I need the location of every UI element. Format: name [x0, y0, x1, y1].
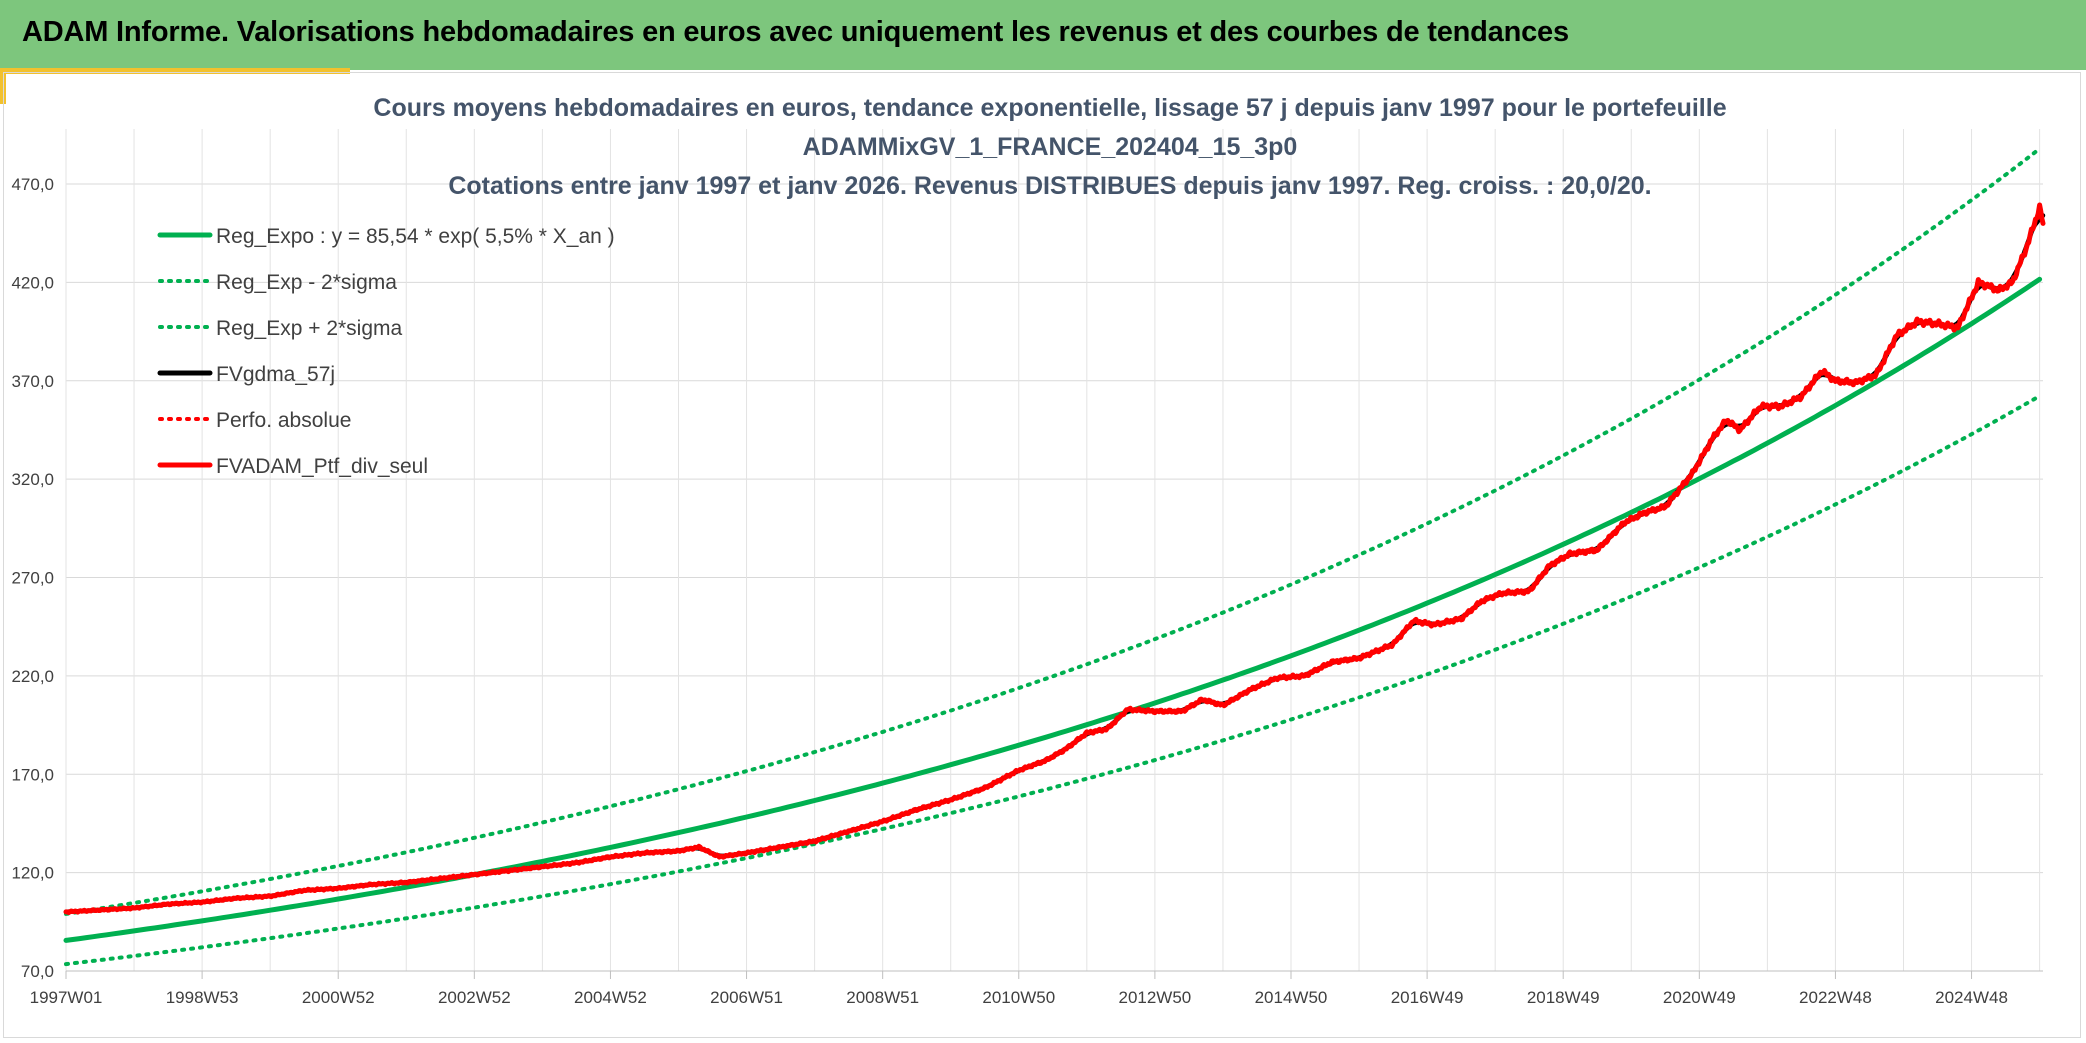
y-tick-label: 170,0: [11, 765, 54, 784]
series-line: [63, 276, 2043, 943]
y-tick-label: 320,0: [11, 470, 54, 489]
series-line: [63, 202, 2046, 915]
x-tick-label: 2014W50: [1255, 988, 1328, 1007]
legend-label: Reg_Exp - 2*sigma: [216, 271, 397, 294]
y-axis-ticks: 70,0 120,0 170,0 220,0 270,0 320,0 370,0 420,0 4…: [11, 175, 54, 981]
x-tick-label: 2000W52: [302, 988, 375, 1007]
accent-stripe: [0, 68, 350, 74]
x-axis-ticks: 1997W01 1998W53 2000W52 2002W52 2004W52 2006W…: [30, 971, 2008, 1007]
x-tick-label: 2024W48: [1935, 988, 2008, 1007]
legend-label: Reg_Exp + 2*sigma: [216, 317, 403, 340]
chart-title-line-1: Cours moyens hebdomadaires en euros, ten…: [373, 94, 1726, 122]
y-tick-label: 120,0: [11, 864, 54, 883]
x-tick-label: 2006W51: [710, 988, 783, 1007]
legend-label: FVADAM_Ptf_div_seul: [216, 455, 428, 478]
y-tick-label: 220,0: [11, 667, 54, 686]
x-tick-label: 2018W49: [1527, 988, 1600, 1007]
x-tick-label: 2010W50: [982, 988, 1055, 1007]
legend: Reg_Expo : y = 85,54 * exp( 5,5% * X_an …: [157, 225, 615, 478]
legend-label: Perfo. absolue: [216, 409, 351, 432]
x-tick-label: 2020W49: [1663, 988, 1736, 1007]
legend-label: Reg_Expo : y = 85,54 * exp( 5,5% * X_an …: [216, 225, 615, 248]
chart-title-line-2: ADAMMixGV_1_FRANCE_202404_15_3p0: [803, 133, 1298, 161]
x-tick-label: 2002W52: [438, 988, 511, 1007]
x-tick-label: 1998W53: [166, 988, 239, 1007]
y-tick-label: 420,0: [11, 273, 54, 292]
x-tick-label: 2008W51: [846, 988, 919, 1007]
x-tick-label: 2016W49: [1391, 988, 1464, 1007]
series-lines: [63, 146, 2046, 967]
chart-frame: [3, 72, 2081, 1038]
chart-title-line-3: Cotations entre janv 1997 et janv 2026. …: [448, 172, 1651, 200]
y-tick-label: 370,0: [11, 372, 54, 391]
y-tick-label: 270,0: [11, 569, 54, 588]
title-bar: ADAM Informe. Valorisations hebdomadaire…: [0, 0, 2086, 70]
x-tick-label: 2022W48: [1799, 988, 1872, 1007]
x-tick-label: 2012W50: [1118, 988, 1191, 1007]
chart-title: Cours moyens hebdomadaires en euros, ten…: [373, 94, 1726, 200]
series-line: [64, 146, 2042, 916]
y-tick-label: 70,0: [21, 962, 54, 981]
y-tick-label: 470,0: [11, 175, 54, 194]
x-tick-label: 1997W01: [30, 988, 103, 1007]
series-line: [64, 394, 2042, 967]
legend-label: FVgdma_57j: [216, 363, 335, 386]
page-title: ADAM Informe. Valorisations hebdomadaire…: [22, 16, 1569, 48]
gridlines: [65, 129, 2043, 972]
x-tick-label: 2004W52: [574, 988, 647, 1007]
